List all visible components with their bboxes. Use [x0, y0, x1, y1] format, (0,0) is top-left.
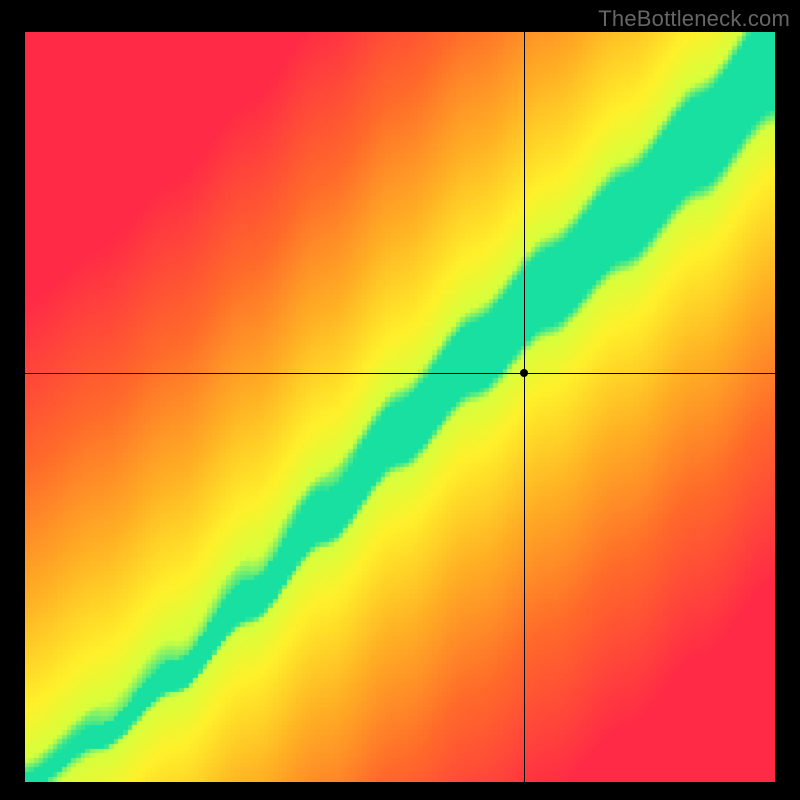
crosshair-dot [520, 369, 528, 377]
chart-container: TheBottleneck.com [0, 0, 800, 800]
heatmap-canvas [25, 32, 775, 782]
watermark-text: TheBottleneck.com [598, 6, 790, 32]
crosshair-horizontal [25, 373, 775, 374]
plot-area [25, 32, 775, 782]
crosshair-vertical [524, 32, 525, 782]
